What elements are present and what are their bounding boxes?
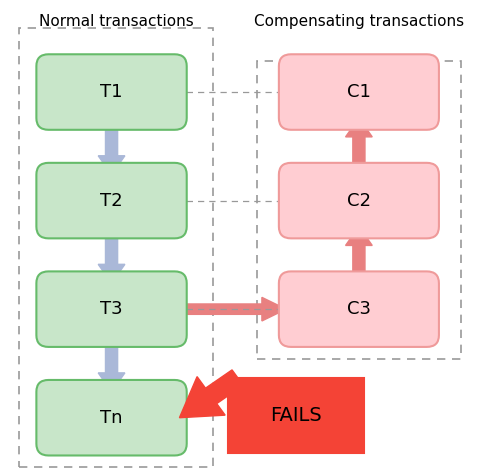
Text: T3: T3	[100, 300, 122, 318]
Text: Tn: Tn	[100, 409, 122, 427]
Text: C3: C3	[346, 300, 370, 318]
FancyArrow shape	[184, 297, 286, 321]
FancyArrow shape	[98, 335, 125, 392]
Text: T1: T1	[100, 83, 122, 101]
Text: C2: C2	[346, 192, 370, 210]
FancyBboxPatch shape	[36, 163, 186, 238]
Text: Normal transactions: Normal transactions	[39, 14, 194, 29]
Text: Compensating transactions: Compensating transactions	[253, 14, 463, 29]
FancyBboxPatch shape	[36, 54, 186, 130]
FancyBboxPatch shape	[36, 271, 186, 347]
FancyBboxPatch shape	[278, 271, 438, 347]
FancyBboxPatch shape	[278, 163, 438, 238]
FancyBboxPatch shape	[36, 380, 186, 455]
Bar	[257, 61, 460, 359]
FancyBboxPatch shape	[278, 54, 438, 130]
Text: FAILS: FAILS	[270, 406, 321, 425]
Text: T2: T2	[100, 192, 122, 210]
Bar	[19, 28, 213, 467]
FancyArrow shape	[345, 227, 372, 283]
FancyArrow shape	[179, 370, 243, 418]
FancyArrow shape	[98, 227, 125, 283]
FancyArrow shape	[98, 118, 125, 175]
Text: C1: C1	[346, 83, 370, 101]
Bar	[227, 378, 363, 453]
FancyArrow shape	[345, 118, 372, 175]
